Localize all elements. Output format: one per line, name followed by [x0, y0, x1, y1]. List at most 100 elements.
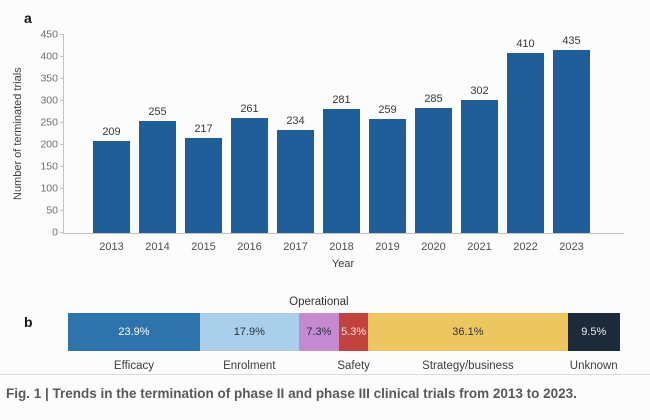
bar-column-2023: 435 2023: [553, 35, 590, 253]
x-tick-label: 2021: [467, 241, 492, 253]
bar-value-label: 261: [240, 103, 259, 116]
y-tick-0: 0: [18, 227, 64, 238]
x-tick-label: 2023: [559, 241, 584, 253]
y-tick-label: 450: [40, 28, 58, 41]
bar-value-label: 259: [378, 104, 397, 117]
bar-chart-plot: 0 50 100 150 200 250 300 350 400 450 209 2013 255 20…: [40, 29, 624, 253]
segment-strategy-business: 36.1% Strategy/business: [368, 313, 568, 372]
bar-2014: [139, 120, 176, 233]
divider-line: [0, 374, 650, 375]
y-tick-mark: [60, 122, 64, 123]
bar-2013: [93, 141, 130, 233]
y-tick-100: 100: [18, 183, 64, 194]
bar-value-label: 410: [516, 37, 535, 50]
bar-2015: [185, 137, 222, 233]
y-tick-label: 400: [40, 50, 58, 63]
segment-percent-label: 17.9%: [233, 326, 265, 338]
y-tick-label: 350: [40, 72, 58, 85]
panel-b-label: b: [24, 314, 33, 330]
bar-column-2018: 281 2018: [323, 35, 360, 253]
x-tick-label: 2014: [145, 241, 170, 253]
bar-value-label: 234: [286, 115, 305, 128]
y-tick-label: 0: [52, 226, 58, 239]
x-tick-label: 2019: [375, 241, 400, 253]
bar-value-label: 302: [470, 85, 489, 98]
segment-category-label: Operational: [289, 296, 349, 308]
y-tick-mark: [60, 144, 64, 145]
y-tick-400: 400: [18, 51, 64, 62]
y-tick-label: 200: [40, 138, 58, 151]
bar-2021: [461, 100, 498, 233]
y-tick-350: 350: [18, 73, 64, 84]
x-tick-label: 2017: [283, 241, 308, 253]
x-tick-label: 2016: [237, 241, 262, 253]
segment-category-label: Efficacy: [113, 360, 154, 372]
y-tick-mark: [60, 34, 64, 35]
y-tick-mark: [60, 232, 64, 233]
segment-safety: 5.3% Safety: [337, 313, 370, 372]
segment-percent-label: 5.3%: [341, 326, 367, 338]
x-tick-label: 2018: [329, 241, 354, 253]
bar-value-label: 217: [194, 122, 213, 135]
y-tick-mark: [60, 210, 64, 211]
figure-caption: Fig. 1 | Trends in the termination of ph…: [6, 386, 577, 401]
bar-2018: [323, 109, 360, 233]
segment-category-label: Unknown: [569, 360, 618, 372]
y-tick-250: 250: [18, 117, 64, 128]
bar-value-label: 285: [424, 92, 443, 105]
y-tick-300: 300: [18, 95, 64, 106]
bar-2016: [231, 118, 268, 233]
stacked-bar: 23.9% Efficacy 17.9% Enrolment 7.3% Operation…: [68, 296, 620, 372]
panel-a-label: a: [24, 10, 32, 26]
x-axis-title: Year: [331, 258, 355, 270]
segment-operational: 7.3% Operational: [289, 296, 349, 351]
bar-column-2013: 209 2013: [93, 35, 130, 253]
segment-percent-label: 9.5%: [581, 326, 607, 338]
y-axis-title: Number of terminated trials: [12, 67, 24, 201]
y-tick-200: 200: [18, 139, 64, 150]
bar-column-2015: 217 2015: [185, 35, 222, 253]
bar-column-2014: 255 2014: [139, 35, 176, 253]
bar-column-2017: 234 2017: [277, 35, 314, 253]
bar-column-2021: 302 2021: [461, 35, 498, 253]
x-tick-label: 2013: [99, 241, 124, 253]
segment-percent-label: 36.1%: [452, 326, 484, 338]
y-tick-label: 100: [40, 182, 58, 195]
y-tick-50: 50: [18, 205, 64, 216]
y-tick-label: 50: [46, 204, 58, 217]
x-tick-label: 2020: [421, 241, 446, 253]
bar-column-2020: 285 2020: [415, 35, 452, 253]
bar-series: 209 2013 255 2014 217 2015 261 2016 234 2017 281 20…: [64, 35, 624, 253]
y-tick-label: 150: [40, 160, 58, 173]
bar-value-label: 435: [562, 35, 581, 47]
segment-category-label: Strategy/business: [422, 360, 514, 372]
y-tick-mark: [60, 78, 64, 79]
bar-2017: [277, 130, 314, 233]
segment-percent-label: 23.9%: [118, 326, 150, 338]
y-tick-label: 300: [40, 94, 58, 107]
bar-2022: [507, 52, 544, 233]
x-tick-label: 2022: [513, 241, 538, 253]
y-tick-mark: [60, 188, 64, 189]
segment-enrolment: 17.9% Enrolment: [199, 313, 299, 372]
y-tick-150: 150: [18, 161, 64, 172]
y-tick-mark: [60, 56, 64, 57]
bar-column-2016: 261 2016: [231, 35, 268, 253]
segment-category-label: Safety: [337, 360, 370, 372]
bar-column-2022: 410 2022: [507, 35, 544, 253]
x-tick-label: 2015: [191, 241, 216, 253]
bar-2020: [415, 107, 452, 233]
bar-value-label: 255: [148, 105, 167, 118]
bar-column-2019: 259 2019: [369, 35, 406, 253]
y-tick-mark: [60, 166, 64, 168]
y-tick-450: 450: [18, 29, 64, 40]
segment-percent-label: 7.3%: [306, 326, 332, 338]
segment-efficacy: 23.9% Efficacy: [68, 313, 200, 372]
bar-value-label: 281: [332, 94, 351, 107]
bar-2023: [553, 50, 590, 233]
bar-2019: [369, 119, 406, 233]
bar-value-label: 209: [102, 126, 121, 139]
y-tick-mark: [60, 100, 64, 102]
segment-category-label: Enrolment: [223, 360, 276, 372]
